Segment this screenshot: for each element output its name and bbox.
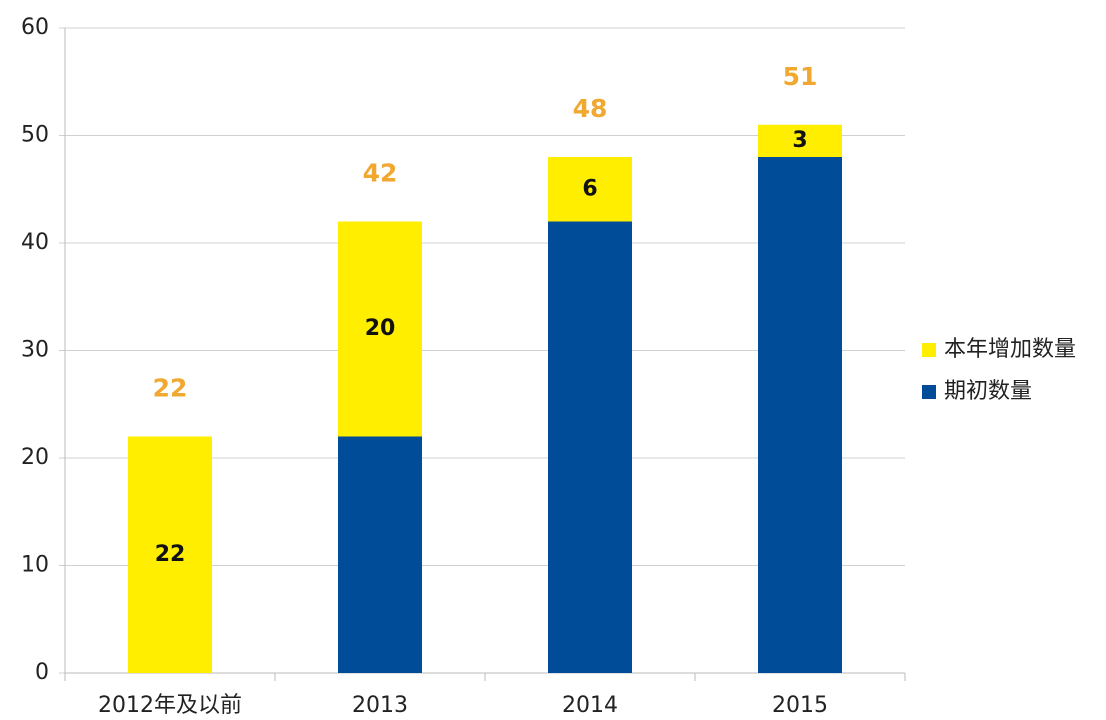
- y-tick-label: 0: [35, 660, 49, 685]
- legend-label: 期初数量: [944, 379, 1032, 404]
- y-tick-label: 10: [21, 553, 49, 578]
- bar-segment: [758, 124, 842, 157]
- y-tick-label: 40: [21, 230, 49, 255]
- bar-segment: [128, 436, 212, 673]
- x-tick-label: 2013: [352, 693, 408, 718]
- data-label: 6: [582, 176, 597, 201]
- y-tick-label: 60: [21, 15, 49, 40]
- x-tick-label: 2014: [562, 693, 618, 718]
- bar-segment: [548, 221, 632, 673]
- bar-segment: [758, 157, 842, 673]
- y-tick-label: 20: [21, 445, 49, 470]
- data-label: 20: [365, 316, 396, 341]
- bar-segment: [338, 436, 422, 673]
- total-label: 42: [363, 159, 398, 188]
- x-tick-label: 2015: [772, 693, 828, 718]
- x-tick-label: 2012年及以前: [98, 693, 242, 718]
- total-label: 22: [153, 374, 188, 403]
- bar-segment: [548, 157, 632, 222]
- legend-swatch: [922, 343, 936, 357]
- total-label: 48: [573, 94, 608, 123]
- legend-swatch: [922, 385, 936, 399]
- y-tick-label: 30: [21, 338, 49, 363]
- y-tick-label: 50: [21, 123, 49, 148]
- data-label: 3: [792, 128, 807, 153]
- legend-label: 本年增加数量: [944, 337, 1076, 362]
- data-label: 22: [155, 542, 186, 567]
- total-label: 51: [783, 62, 818, 91]
- bar-segment: [338, 221, 422, 437]
